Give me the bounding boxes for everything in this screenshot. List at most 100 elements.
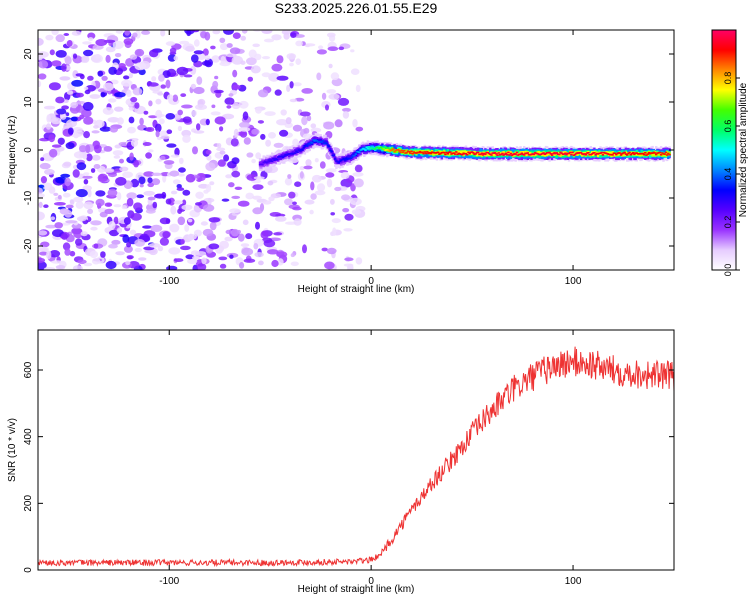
spectrogram-noise-blob bbox=[254, 252, 264, 258]
spectrogram-signal-cell bbox=[549, 153, 552, 155]
spectrogram-signal-cell bbox=[323, 142, 326, 145]
spectrogram-signal-cell bbox=[495, 153, 498, 155]
spectrogram-noise-blob bbox=[145, 209, 156, 214]
spectrogram-noise-blob bbox=[38, 37, 44, 46]
spectrogram-noise-blob bbox=[104, 208, 114, 215]
spectrogram-noise-blob bbox=[354, 164, 363, 173]
spectrogram-signal-cell bbox=[655, 153, 658, 156]
spectrogram-noise-blob bbox=[40, 176, 48, 184]
spectrogram-noise-blob bbox=[184, 224, 190, 232]
spectrogram-signal-cell bbox=[443, 151, 446, 154]
spectrogram-signal-cell bbox=[445, 151, 448, 154]
spectrogram-signal-cell bbox=[668, 153, 671, 156]
spectrogram-signal-cell bbox=[313, 136, 316, 142]
spectrogram-noise-blob bbox=[350, 49, 355, 53]
spectrogram-signal-cell bbox=[514, 153, 517, 156]
spectrogram-noise-blob bbox=[82, 175, 93, 179]
spectrogram-noise-blob bbox=[154, 193, 166, 199]
spectrogram-noise-blob bbox=[295, 40, 303, 47]
spectrogram-signal-cell bbox=[480, 152, 483, 155]
spectrogram-noise-blob bbox=[63, 33, 70, 36]
spectrogram-noise-blob bbox=[87, 75, 94, 81]
snr-y-ticks: 0 200 400 600 bbox=[23, 361, 674, 573]
spectrogram-frame bbox=[37, 29, 675, 271]
spectrogram-noise-blob bbox=[50, 216, 56, 221]
spectrogram-noise-blob bbox=[75, 101, 86, 105]
spectrogram-signal-cell bbox=[263, 160, 267, 163]
spectrogram-noise-blob bbox=[173, 258, 184, 262]
spectrogram-noise-blob bbox=[105, 260, 117, 270]
spectrogram-signal-cell bbox=[411, 152, 414, 155]
spectrogram-signal-cell bbox=[367, 146, 371, 148]
spectrogram-signal-cell bbox=[329, 147, 332, 152]
spectrogram-noise-blob bbox=[71, 223, 82, 229]
spectrogram-signal-cell bbox=[417, 151, 420, 154]
spectrogram-signal-cell bbox=[475, 153, 479, 157]
spectrogram-signal-cell bbox=[453, 153, 457, 155]
spectrogram-signal-cell bbox=[358, 149, 361, 153]
colorbar-tick-label: 0.2 bbox=[723, 216, 733, 229]
spectrogram-signal-cell bbox=[319, 139, 322, 143]
spectrogram-noise-blob bbox=[134, 239, 146, 247]
spectrogram-signal-cell bbox=[407, 150, 411, 153]
spectrogram-noise-blob bbox=[231, 170, 241, 178]
spectrogram-noise-blob bbox=[114, 53, 122, 58]
colorbar: 0.0 0.2 0.4 0.6 0.8 Normalized spectral ampl… bbox=[711, 29, 749, 276]
spectrogram-signal-cell bbox=[550, 154, 554, 156]
spectrogram-signal-cell bbox=[529, 154, 532, 156]
spectrogram-noise-blob bbox=[123, 217, 131, 225]
spectrogram-signal-cell bbox=[447, 151, 451, 154]
spectrogram-noise-blob bbox=[205, 162, 216, 172]
spectrogram-signal-cell bbox=[353, 152, 356, 156]
spectrogram-noise-blob bbox=[273, 142, 284, 148]
spectrogram-noise-blob bbox=[155, 98, 162, 105]
spectrogram-noise-blob bbox=[304, 43, 316, 47]
spectrogram-noise-blob bbox=[162, 231, 171, 239]
spectrogram-noise-blob bbox=[70, 133, 82, 138]
snr-x-tick-label: -100 bbox=[159, 576, 179, 587]
spectrogram-signal-cell bbox=[633, 153, 636, 155]
spectrogram-noise-blob bbox=[104, 168, 115, 173]
spectrogram-noise-blob bbox=[62, 192, 71, 198]
spectrogram-signal-cell bbox=[623, 151, 626, 154]
spectrogram-y-tick-label: -20 bbox=[23, 238, 34, 253]
spectrogram-noise-blob bbox=[38, 73, 47, 80]
spectrogram-noise-blob bbox=[226, 43, 233, 48]
spectrogram-signal-cell bbox=[559, 151, 562, 154]
spectrogram-noise-blob bbox=[221, 198, 230, 202]
spectrogram-noise-blob bbox=[283, 32, 290, 40]
spectrogram-noise-blob bbox=[173, 200, 184, 205]
spectrogram-noise-blob bbox=[182, 134, 191, 143]
spectrogram-noise-blob bbox=[342, 111, 350, 119]
spectrogram-signal-cell bbox=[579, 152, 583, 154]
spectrogram-noise-blob bbox=[341, 194, 351, 201]
spectrogram-noise-blob bbox=[150, 224, 163, 232]
spectrogram-noise-blob bbox=[208, 217, 221, 223]
spectrogram-noise-blob bbox=[72, 70, 79, 79]
spectrogram-noise-blob bbox=[93, 164, 101, 169]
spectrogram-signal-cell bbox=[426, 151, 429, 153]
spectrogram-noise-blob bbox=[192, 264, 199, 270]
spectrogram-noise-blob bbox=[89, 250, 99, 259]
spectrogram-noise-blob bbox=[223, 30, 234, 35]
spectrogram-noise-blob bbox=[196, 123, 201, 131]
spectrogram-noise-blob bbox=[233, 128, 239, 138]
spectrogram-noise-blob bbox=[207, 197, 212, 206]
spectrogram-noise-blob bbox=[94, 144, 102, 154]
spectrogram-noise-blob bbox=[302, 244, 307, 254]
spectrogram-noise-blob bbox=[284, 177, 293, 186]
spectrogram-noise-blob bbox=[292, 124, 302, 132]
spectrogram-signal-cell bbox=[351, 156, 354, 159]
spectrogram-signal-cell bbox=[384, 146, 388, 150]
spectrogram-noise-blob bbox=[181, 204, 193, 211]
spectrogram-noise-blob bbox=[60, 232, 68, 240]
spectrogram-noise-blob bbox=[325, 104, 329, 111]
spectrogram-noise-blob bbox=[75, 105, 86, 113]
spectrogram-noise-blob bbox=[316, 183, 326, 192]
spectrogram-noise-blob bbox=[179, 40, 190, 45]
spectrogram-noise-blob bbox=[139, 117, 144, 126]
spectrogram-signal-cell bbox=[646, 153, 649, 155]
spectrogram-noise-blob bbox=[113, 155, 121, 159]
spectrogram-noise-blob bbox=[90, 168, 96, 173]
spectrogram-noise-blob bbox=[245, 192, 254, 200]
